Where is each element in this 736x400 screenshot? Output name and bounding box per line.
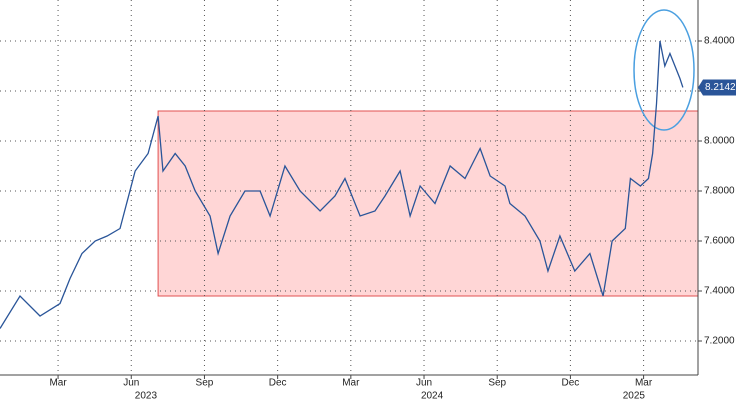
last-value-tag (698, 79, 736, 96)
price-line (0, 40, 684, 329)
year-label: 2025 (623, 391, 646, 400)
y-tick-label: 8.4000 (704, 36, 735, 47)
y-tick-label: 7.2000 (704, 336, 735, 347)
y-tick-label: 7.8000 (704, 186, 735, 197)
x-tick-label: Jun (123, 378, 139, 389)
x-tick-label: Sep (196, 378, 214, 389)
year-label: 2023 (135, 391, 158, 400)
y-tick-label: 8.0000 (704, 136, 735, 147)
highlight-box (157, 110, 699, 297)
x-tick-label: Sep (488, 378, 506, 389)
last-value-label: 8.2142 (705, 82, 736, 93)
annotation-ellipse (633, 9, 695, 131)
x-tick-label: Mar (342, 378, 360, 389)
x-tick-label: Mar (635, 378, 653, 389)
x-tick-label: Jun (416, 378, 432, 389)
year-label: 2024 (421, 391, 444, 400)
y-tick-label: 7.4000 (704, 286, 735, 297)
y-tick-label: 7.6000 (704, 236, 735, 247)
x-tick-label: Mar (49, 378, 67, 389)
x-tick-label: Dec (562, 378, 580, 389)
x-tick-label: Dec (269, 378, 287, 389)
